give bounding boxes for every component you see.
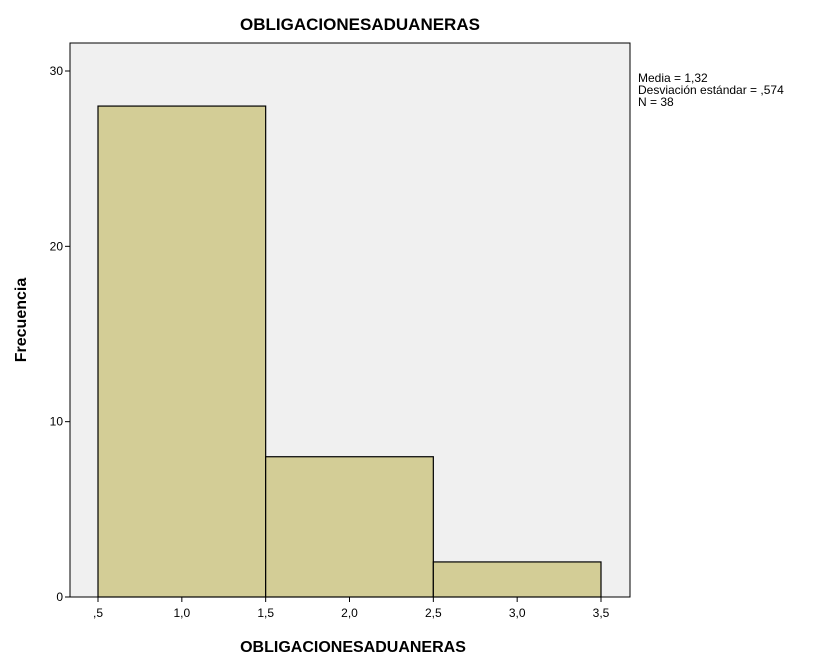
x-tick-label: 3,5 xyxy=(593,606,610,620)
y-axis-title: Frecuencia xyxy=(13,278,30,363)
histogram-bar-2 xyxy=(265,456,434,598)
stat-n: N = 38 xyxy=(638,95,674,109)
x-tick-label: 1,0 xyxy=(173,606,190,620)
x-tick-label: 2,5 xyxy=(425,606,442,620)
histogram-bar-1 xyxy=(97,105,267,598)
x-axis-title: OBLIGACIONESADUANERAS xyxy=(240,639,466,656)
y-tick-label: 0 xyxy=(56,590,63,604)
bars-layer xyxy=(97,105,602,598)
x-tick-label: 3,0 xyxy=(509,606,526,620)
histogram-bar-3 xyxy=(432,561,602,598)
chart-title: OBLIGACIONESADUANERAS xyxy=(240,15,480,34)
y-tick-label: 10 xyxy=(50,415,64,429)
y-tick-label: 30 xyxy=(50,64,64,78)
stats-legend: Media = 1,32 Desviación estándar = ,574 … xyxy=(638,71,784,109)
x-tick-label: 2,0 xyxy=(341,606,358,620)
x-tick-label: 1,5 xyxy=(257,606,274,620)
x-tick-label: ,5 xyxy=(93,606,103,620)
stat-std-dev: Desviación estándar = ,574 xyxy=(638,83,784,97)
y-tick-label: 20 xyxy=(50,239,64,253)
axes-layer: ,5 1,0 1,5 2,0 2,5 3,0 3,5 0 10 20 30 xyxy=(50,64,610,620)
stat-mean: Media = 1,32 xyxy=(638,71,708,85)
